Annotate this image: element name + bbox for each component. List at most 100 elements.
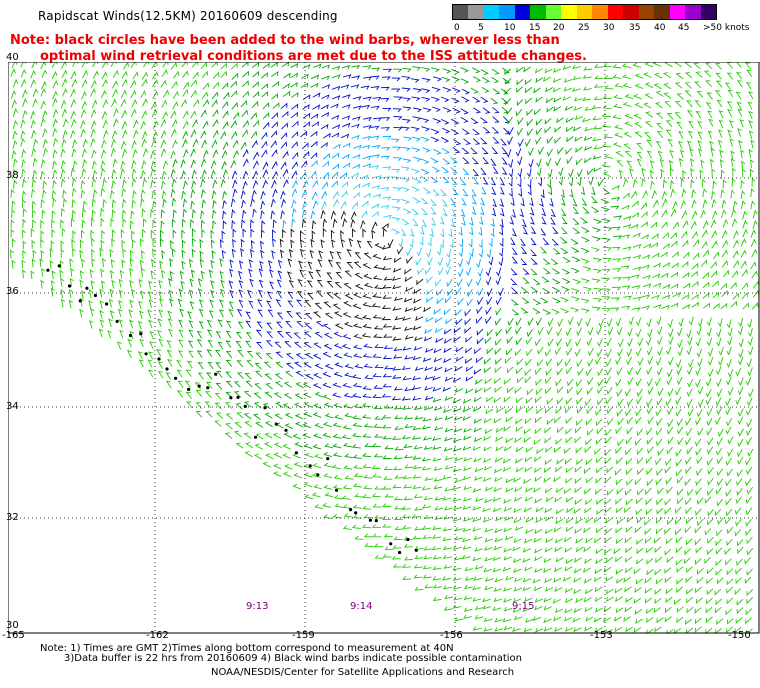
wind-barb [215, 362, 222, 370]
wind-barb [353, 472, 363, 478]
wind-barb [340, 172, 348, 179]
wind-barb [677, 140, 683, 150]
wind-barb [642, 283, 652, 288]
wind-barb [646, 478, 654, 487]
wind-barb [294, 393, 303, 400]
wind-barb [460, 116, 469, 123]
wind-barb [545, 87, 553, 93]
wind-barb [140, 290, 145, 300]
wind-barb [353, 144, 362, 150]
wind-barb [742, 210, 748, 220]
wind-barb [110, 217, 115, 227]
wind-barb [733, 239, 739, 248]
wind-barb [677, 426, 684, 435]
wind-barb [373, 284, 384, 290]
wind-barb [702, 188, 707, 198]
wind-barb [51, 70, 58, 80]
wind-barb [461, 88, 471, 95]
wind-barb [434, 426, 443, 431]
wind-barb [473, 177, 480, 185]
legend-swatch [499, 5, 515, 19]
wind-barb [170, 110, 177, 119]
wind-barb [287, 300, 294, 308]
wind-barb [303, 331, 312, 338]
wind-barb [200, 270, 206, 280]
wind-barb [413, 298, 422, 304]
wind-barb [685, 428, 693, 437]
wind-barb [615, 498, 623, 505]
wind-barb [716, 478, 724, 487]
wind-barb [585, 537, 593, 544]
wind-barb [21, 168, 26, 178]
wind-barb [460, 67, 470, 73]
wind-barb [654, 588, 662, 595]
wind-barb [564, 458, 572, 465]
wind-barb [41, 209, 46, 219]
wind-barb [222, 220, 227, 230]
wind-barb [572, 64, 581, 70]
wind-barb [476, 259, 481, 268]
wind-barb [209, 299, 215, 308]
contamination-circle [128, 333, 133, 338]
wind-barb [567, 378, 574, 387]
wind-barb [523, 226, 528, 235]
wind-barb [382, 166, 392, 171]
wind-barb [11, 209, 16, 219]
wind-barb [572, 227, 581, 234]
wind-barb [691, 301, 700, 308]
wind-barb [555, 518, 564, 525]
wind-barb [627, 377, 634, 386]
wind-barb [219, 299, 224, 308]
wind-barb [742, 168, 746, 178]
wind-barb [141, 138, 147, 148]
wind-barb [249, 278, 254, 288]
legend-swatch [514, 5, 531, 19]
wind-barb [655, 556, 663, 564]
wind-barb [478, 216, 484, 226]
wind-barb [91, 248, 95, 258]
wind-barb [332, 124, 341, 130]
wind-barb [255, 342, 263, 349]
wind-barb [727, 89, 734, 98]
wind-barb [612, 142, 622, 148]
wind-barb [585, 438, 592, 446]
wind-barb [576, 169, 583, 178]
wind-barb [463, 517, 472, 522]
wind-barb [656, 617, 664, 624]
wind-barb [282, 168, 289, 177]
wind-barb [372, 314, 382, 319]
wind-barb [442, 158, 451, 165]
wind-barb [364, 443, 374, 448]
wind-barb [701, 229, 708, 238]
wind-barb [132, 148, 138, 158]
wind-barb [504, 535, 514, 541]
wind-barb [543, 568, 552, 573]
wind-barb [636, 151, 643, 160]
wind-barb [342, 122, 351, 128]
wind-barb [100, 239, 105, 249]
wind-barb [356, 240, 362, 249]
wind-barb [342, 334, 352, 340]
wind-barb [483, 436, 492, 442]
wind-barb [700, 209, 706, 219]
wind-barb [655, 457, 662, 466]
wind-barb [160, 118, 167, 128]
wind-barb [644, 537, 652, 544]
wind-barb [92, 169, 98, 179]
wind-barb [452, 107, 461, 114]
wind-barb [404, 464, 414, 469]
wind-barb [706, 567, 714, 575]
wind-barb [238, 279, 244, 289]
wind-barb [451, 68, 460, 75]
wind-barb [302, 432, 311, 439]
wind-barb [644, 528, 652, 536]
wind-barb [721, 229, 728, 239]
wind-barb [614, 468, 622, 476]
wind-barb [712, 291, 720, 299]
wind-barb [342, 382, 352, 388]
wind-barb [237, 309, 243, 317]
wind-barb [740, 190, 746, 200]
wind-barb [436, 289, 443, 297]
wind-barb [576, 317, 583, 327]
wind-barb [524, 466, 533, 473]
